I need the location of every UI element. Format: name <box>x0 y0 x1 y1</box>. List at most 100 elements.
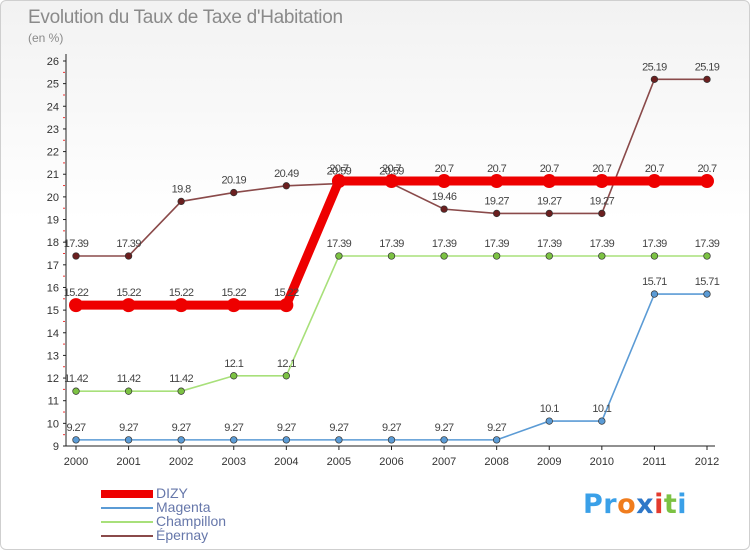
data-point-magenta <box>440 436 448 444</box>
data-point-magenta <box>177 436 185 444</box>
legend-item-magenta: Magenta <box>101 500 321 514</box>
x-tick-label: 2006 <box>379 456 403 468</box>
data-point--pernay <box>177 197 185 206</box>
y-tick-label: 18 <box>47 237 59 249</box>
proxiti-logo: Proxiti <box>583 489 687 520</box>
data-label--pernay: 17.39 <box>116 238 141 250</box>
x-tick-label: 2005 <box>327 456 351 468</box>
data-point-dizy <box>384 174 399 189</box>
logo-letter: i <box>654 489 664 520</box>
data-point-magenta <box>230 436 238 444</box>
x-tick-label: 2009 <box>537 456 561 468</box>
data-point-champillon <box>493 252 501 260</box>
data-label-magenta: 15.71 <box>695 276 720 288</box>
data-point-dizy <box>489 174 504 189</box>
legend-swatch-champillon <box>101 521 153 523</box>
data-label-magenta: 9.27 <box>435 422 454 434</box>
legend-label-dizy: DIZY <box>156 485 188 501</box>
data-label-magenta: 9.27 <box>382 422 401 434</box>
y-tick-label: 15 <box>47 305 59 317</box>
data-label-magenta: 9.27 <box>119 422 138 434</box>
data-point-dizy <box>700 174 714 189</box>
data-label--pernay: 19.27 <box>537 195 562 207</box>
y-tick-label: 26 <box>47 56 59 68</box>
data-label-champillon: 17.39 <box>695 238 720 250</box>
data-point--pernay <box>545 209 553 218</box>
data-label-magenta: 15.71 <box>642 276 667 288</box>
x-tick-label: 2008 <box>484 456 508 468</box>
data-point-champillon <box>650 252 659 260</box>
logo-letter: i <box>677 489 688 520</box>
data-point-dizy <box>174 298 189 313</box>
y-tick-label: 14 <box>47 328 59 340</box>
y-tick-label: 10 <box>47 418 59 430</box>
data-label-magenta: 9.27 <box>329 422 348 434</box>
data-point-dizy <box>437 174 452 189</box>
legend-item-dizy: DIZY <box>101 486 321 500</box>
data-label-champillon: 11.42 <box>64 373 88 385</box>
data-label--pernay: 19.27 <box>484 195 509 207</box>
data-label-champillon: 17.39 <box>537 238 562 250</box>
y-tick-label: 16 <box>47 282 59 294</box>
data-label-champillon: 11.42 <box>117 373 141 385</box>
logo-letter: t <box>663 489 678 520</box>
data-point-dizy <box>594 174 609 189</box>
data-label-magenta: 10.1 <box>540 403 559 415</box>
data-point-magenta <box>650 290 659 298</box>
data-label-dizy: 15.22 <box>116 287 141 299</box>
y-tick-label: 20 <box>47 192 59 204</box>
y-tick-label: 21 <box>47 169 59 181</box>
data-label-magenta: 9.27 <box>224 422 243 434</box>
data-point-magenta <box>124 436 133 444</box>
x-tick-label: 2004 <box>274 456 298 468</box>
data-point--pernay <box>598 209 606 218</box>
data-point--pernay <box>440 205 448 213</box>
data-point-dizy <box>121 298 136 313</box>
data-point-dizy <box>331 174 346 189</box>
x-tick-label: 2007 <box>432 456 456 468</box>
y-tick-label: 24 <box>47 101 59 113</box>
data-label-dizy: 20.7 <box>540 163 559 175</box>
data-point-champillon <box>124 387 133 395</box>
data-point-champillon <box>440 252 448 260</box>
data-point-champillon <box>387 252 396 260</box>
data-label-champillon: 17.39 <box>432 238 457 250</box>
chart-unit-label: (en %) <box>28 31 64 45</box>
legend-swatch-dizy <box>101 490 153 498</box>
data-point--pernay <box>282 182 290 190</box>
data-point-dizy <box>647 174 662 189</box>
data-point-magenta <box>703 290 711 298</box>
x-tick-label: 2010 <box>590 456 614 468</box>
data-label-champillon: 17.39 <box>484 238 509 250</box>
data-label-dizy: 20.7 <box>697 163 716 175</box>
data-point-champillon <box>545 252 553 260</box>
data-point-champillon <box>72 387 80 395</box>
y-tick-label: 25 <box>47 79 59 91</box>
data-point--pernay <box>124 252 133 260</box>
data-label-dizy: 15.22 <box>64 287 89 299</box>
data-label-champillon: 12.1 <box>277 358 296 370</box>
data-label-champillon: 12.1 <box>224 358 243 370</box>
legend-item-champillon: Champillon <box>101 514 321 528</box>
data-point--pernay <box>703 75 711 83</box>
data-label-champillon: 11.42 <box>169 373 193 385</box>
data-point-dizy <box>542 174 557 189</box>
data-label-dizy: 15.22 <box>169 287 194 299</box>
data-point--pernay <box>72 252 80 260</box>
data-label-dizy: 20.7 <box>329 163 348 175</box>
data-point-magenta <box>282 436 290 444</box>
x-tick-label: 2012 <box>695 456 719 468</box>
data-label--pernay: 19.27 <box>590 195 615 207</box>
logo-letter: x <box>636 489 655 520</box>
data-point-champillon <box>177 387 185 395</box>
data-point-magenta <box>545 417 553 425</box>
data-point-magenta <box>72 436 80 444</box>
data-label-champillon: 17.39 <box>642 238 667 250</box>
data-label-dizy: 15.22 <box>221 287 246 299</box>
y-tick-label: 11 <box>48 396 59 408</box>
data-label-champillon: 17.39 <box>379 238 404 250</box>
y-tick-label: 12 <box>47 373 59 385</box>
data-label--pernay: 25.19 <box>695 61 720 73</box>
